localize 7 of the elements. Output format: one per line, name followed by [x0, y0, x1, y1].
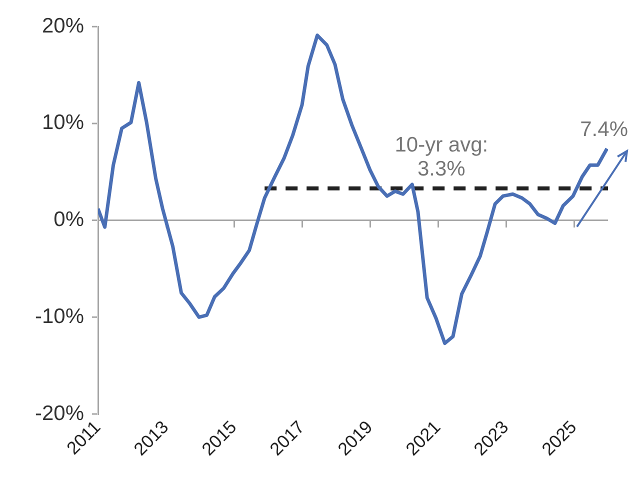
y-tick-label: -20%	[34, 402, 84, 425]
y-tick-label: 20%	[42, 14, 84, 38]
annotation: 7.4%	[580, 118, 628, 141]
annotation: 10-yr avg: 3.3%	[394, 134, 488, 181]
y-tick-label: 0%	[54, 208, 84, 232]
y-tick-label: 10%	[42, 111, 84, 134]
y-tick-label: -10%	[34, 304, 84, 328]
